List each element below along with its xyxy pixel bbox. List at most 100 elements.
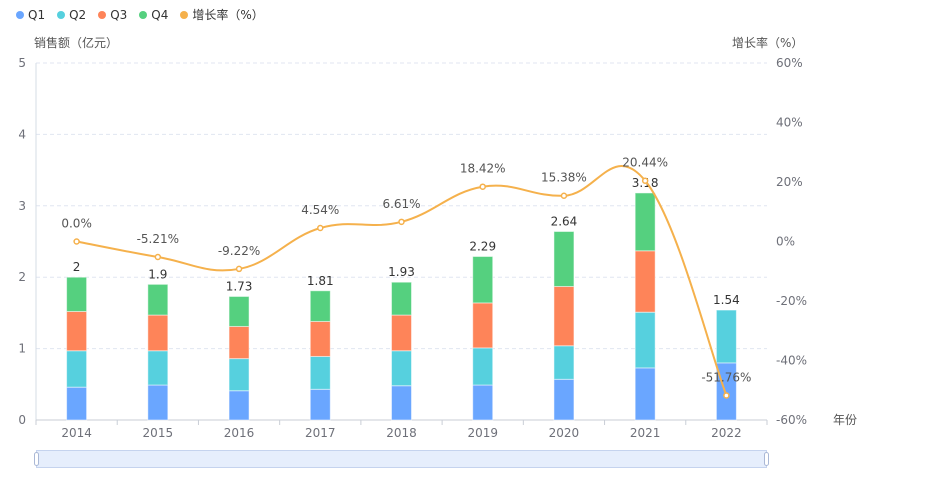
growth-rate-point bbox=[479, 183, 486, 190]
growth-rate-point bbox=[154, 253, 162, 261]
data-zoom-handle-start[interactable] bbox=[34, 452, 39, 466]
legend-dot-icon bbox=[57, 10, 66, 19]
bar-segment-q2 bbox=[715, 309, 737, 364]
legend-dot-icon bbox=[139, 10, 148, 19]
bar-segment-q4 bbox=[66, 276, 88, 312]
bar-segment-q3 bbox=[228, 325, 250, 360]
y-tick-label-right: -40% bbox=[776, 354, 807, 368]
growth-rate-point bbox=[235, 265, 243, 273]
y-tick-label-right: 60% bbox=[776, 56, 803, 70]
bar-segment-q2 bbox=[66, 350, 88, 388]
bar-total-label: 1.81 bbox=[307, 274, 334, 288]
growth-rate-point bbox=[723, 392, 730, 399]
bar-segment-q4 bbox=[147, 283, 169, 316]
bar-segment-q2 bbox=[472, 347, 494, 386]
bar-segment-q3 bbox=[309, 320, 331, 357]
growth-rate-label: 15.38% bbox=[541, 171, 587, 185]
x-tick-label: 2018 bbox=[386, 426, 417, 440]
growth-rate-label: 4.54% bbox=[301, 203, 339, 217]
growth-rate-point bbox=[398, 218, 405, 226]
legend-item-q3[interactable]: Q3 bbox=[98, 8, 127, 22]
bar-total-label: 1.54 bbox=[713, 293, 740, 307]
bar-segment-q1 bbox=[228, 390, 250, 421]
bar-segment-q3 bbox=[147, 314, 169, 352]
y-tick-label-left: 3 bbox=[18, 199, 26, 213]
growth-rate-label: -9.22% bbox=[218, 244, 260, 258]
bar-segment-q4 bbox=[634, 192, 656, 252]
legend-dot-icon bbox=[180, 10, 189, 19]
bar-total-label: 2.29 bbox=[469, 239, 496, 253]
x-tick-label: 2022 bbox=[711, 426, 742, 440]
growth-rate-label: 0.0% bbox=[61, 217, 92, 231]
y-tick-label-left: 1 bbox=[18, 342, 26, 356]
bar-segment-q3 bbox=[391, 314, 412, 352]
x-tick-label: 2017 bbox=[305, 426, 336, 440]
legend-label: Q3 bbox=[110, 7, 128, 22]
legend-label: Q1 bbox=[28, 7, 46, 22]
bar-segment-q2 bbox=[391, 350, 412, 387]
bar-total-label: 2.64 bbox=[551, 215, 578, 229]
growth-rate-point bbox=[317, 224, 324, 232]
bar-segment-q1 bbox=[391, 385, 412, 421]
x-tick-label: 2020 bbox=[549, 426, 580, 440]
y-tick-label-right: 0% bbox=[776, 235, 795, 249]
growth-rate-label: 20.44% bbox=[622, 156, 668, 170]
bar-segment-q4 bbox=[472, 255, 494, 304]
bar-segment-q3 bbox=[472, 302, 494, 349]
bar-segment-q4 bbox=[391, 281, 412, 316]
bar-total-label: 1.73 bbox=[226, 279, 253, 293]
y-axis-left-title: 销售额（亿元） bbox=[34, 36, 119, 50]
bar-total-label: 1.93 bbox=[388, 265, 415, 279]
x-axis-title: 年份 bbox=[833, 413, 858, 427]
bar-segment-q1 bbox=[309, 388, 331, 421]
x-tick-label: 2016 bbox=[224, 426, 255, 440]
y-axis-right-title: 增长率（%） bbox=[732, 36, 804, 50]
growth-rate-point bbox=[641, 177, 649, 184]
legend-label: Q2 bbox=[69, 7, 87, 22]
bar-total-label: 2 bbox=[73, 260, 81, 274]
growth-rate-label: -51.76% bbox=[701, 370, 751, 384]
y-tick-label-left: 0 bbox=[18, 413, 26, 427]
data-zoom-slider[interactable] bbox=[34, 450, 769, 468]
y-tick-label-left: 4 bbox=[18, 127, 26, 141]
growth-rate-label: 18.42% bbox=[460, 162, 506, 176]
legend-label: Q4 bbox=[151, 7, 169, 22]
x-tick-label: 2019 bbox=[467, 426, 498, 440]
bar-segment-q4 bbox=[553, 231, 575, 287]
x-tick-label: 2014 bbox=[61, 426, 92, 440]
legend-dot-icon bbox=[16, 10, 24, 19]
y-tick-label-left: 5 bbox=[18, 56, 26, 70]
growth-rate-label: -5.21% bbox=[137, 232, 179, 246]
bar-segment-q1 bbox=[553, 378, 575, 421]
bar-segment-q2 bbox=[228, 358, 250, 392]
legend-item-q1[interactable]: Q1 bbox=[16, 8, 45, 22]
chart-legend: Q1 Q2 Q3 Q4 增长率（%） bbox=[16, 6, 264, 23]
x-tick-label: 2015 bbox=[143, 426, 174, 440]
legend-item-q2[interactable]: Q2 bbox=[57, 8, 86, 22]
legend-item-growth-rate[interactable]: 增长率（%） bbox=[180, 6, 264, 23]
bar-segment-q2 bbox=[147, 350, 169, 386]
bar-segment-q4 bbox=[228, 295, 250, 327]
y-tick-label-right: -20% bbox=[776, 294, 807, 308]
bar-segment-q4 bbox=[309, 290, 331, 322]
bar-segment-q2 bbox=[553, 345, 575, 380]
bar-segment-q1 bbox=[634, 367, 656, 421]
bar-total-label: 1.9 bbox=[148, 267, 167, 281]
data-zoom-handle-end[interactable] bbox=[764, 452, 769, 466]
bar-segment-q3 bbox=[66, 310, 88, 352]
growth-rate-point bbox=[73, 238, 80, 245]
bar-segment-q2 bbox=[634, 311, 656, 369]
y-tick-label-right: -60% bbox=[776, 413, 807, 427]
y-tick-label-right: 40% bbox=[776, 116, 803, 130]
bar-segment-q3 bbox=[634, 250, 656, 313]
x-tick-label: 2021 bbox=[630, 426, 661, 440]
legend-label: 增长率（%） bbox=[192, 8, 264, 22]
legend-dot-icon bbox=[98, 10, 107, 19]
bar-segment-q3 bbox=[553, 285, 575, 347]
y-tick-label-left: 2 bbox=[18, 270, 26, 284]
legend-item-q4[interactable]: Q4 bbox=[139, 8, 168, 22]
growth-rate-label: 6.61% bbox=[382, 197, 420, 211]
bar-segment-q1 bbox=[66, 386, 88, 421]
bar-segment-q1 bbox=[147, 384, 169, 421]
